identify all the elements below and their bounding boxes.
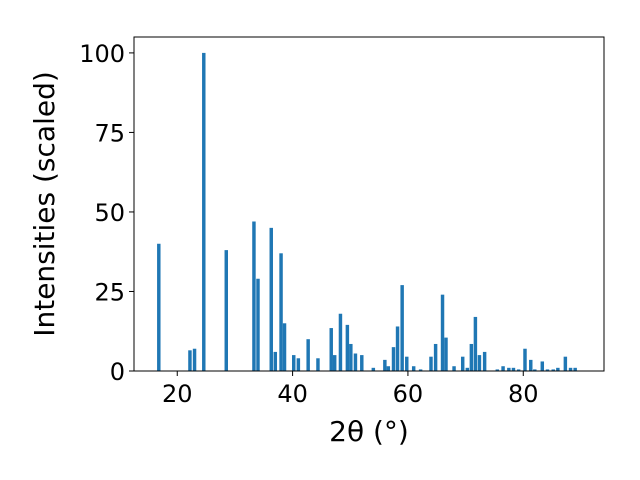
- bar-45: [511, 367, 516, 371]
- bar-47: [523, 348, 527, 371]
- bar-26: [395, 326, 400, 371]
- bar-22: [371, 367, 376, 371]
- y-axis-label: Intensities (scaled): [28, 71, 61, 337]
- bar-13: [306, 339, 310, 371]
- bar-11: [292, 355, 296, 371]
- bar-27: [400, 285, 404, 371]
- bar-52: [551, 369, 555, 371]
- y-tick-label: 100: [79, 40, 125, 68]
- bar-23: [383, 359, 387, 371]
- bar-43: [501, 366, 505, 371]
- y-tick-label: 0: [110, 358, 125, 386]
- x-tick-label: 20: [162, 380, 193, 408]
- bar-33: [440, 294, 445, 371]
- bar-9: [279, 253, 283, 371]
- bar-42: [495, 369, 500, 371]
- bar-29: [411, 366, 416, 371]
- y-axis-ticks: 0 25 50 75 100: [79, 40, 134, 386]
- bar-4: [224, 250, 228, 371]
- y-tick-label: 50: [94, 199, 125, 227]
- x-tick-label: 80: [508, 380, 539, 408]
- bar-37: [465, 367, 470, 371]
- bar-8: [273, 351, 278, 371]
- bar-55: [568, 367, 573, 371]
- bar-39: [473, 316, 478, 371]
- bar-20: [353, 353, 358, 371]
- bar-30: [418, 369, 423, 371]
- bar-56: [573, 367, 577, 371]
- bar-50: [540, 361, 545, 371]
- bar-12: [296, 358, 301, 371]
- bar-2: [192, 348, 197, 371]
- bar-31: [429, 356, 433, 371]
- bar-0: [157, 243, 161, 371]
- bar-19: [349, 343, 353, 371]
- x-tick-label: 40: [277, 380, 308, 408]
- plot-frame: [133, 36, 605, 372]
- bar-16: [332, 355, 337, 371]
- bar-36: [460, 356, 465, 371]
- bar-49: [533, 369, 537, 371]
- bar-14: [316, 358, 320, 371]
- bar-54: [563, 356, 568, 371]
- bar-17: [338, 313, 343, 371]
- bar-51: [545, 369, 550, 371]
- bar-10: [282, 323, 287, 371]
- bar-21: [360, 355, 364, 371]
- bar-40: [477, 355, 482, 371]
- bar-34: [444, 337, 448, 371]
- bar-5: [252, 221, 256, 371]
- bars-layer: [157, 52, 577, 372]
- bar-38: [469, 343, 474, 371]
- bar-46: [516, 369, 521, 371]
- bar-32: [433, 343, 438, 371]
- bar-48: [529, 359, 533, 371]
- bar-3: [202, 52, 206, 372]
- y-tick-label: 75: [94, 119, 125, 147]
- bar-41: [482, 351, 487, 371]
- x-axis-ticks: 20 40 60 80: [162, 371, 539, 408]
- x-axis-label: 2θ (°): [329, 415, 409, 448]
- bar-1: [188, 350, 192, 371]
- bar-15: [329, 328, 333, 371]
- bar-44: [507, 367, 511, 371]
- bar-25: [391, 347, 396, 371]
- y-tick-label: 25: [94, 278, 125, 306]
- bar-35: [452, 366, 456, 371]
- x-tick-label: 60: [393, 380, 424, 408]
- bar-7: [269, 227, 273, 371]
- bar-28: [405, 356, 409, 371]
- bar-18: [345, 324, 350, 371]
- bar-6: [256, 278, 260, 371]
- bar-53: [556, 367, 560, 371]
- bar-24: [386, 366, 391, 371]
